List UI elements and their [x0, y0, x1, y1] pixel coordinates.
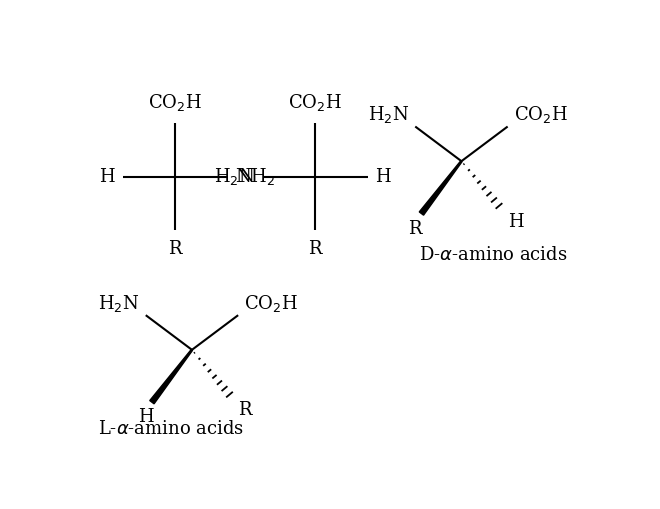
Text: H$_2$N: H$_2$N	[98, 293, 140, 314]
Text: L-$\alpha$-amino acids: L-$\alpha$-amino acids	[98, 420, 244, 438]
Text: R: R	[409, 220, 422, 238]
Text: H: H	[99, 167, 115, 186]
Text: R: R	[308, 240, 322, 258]
Text: H: H	[375, 167, 391, 186]
Text: H: H	[138, 408, 154, 427]
Text: R: R	[168, 240, 182, 258]
Text: CO$_2$H: CO$_2$H	[148, 93, 202, 114]
Text: CO$_2$H: CO$_2$H	[514, 104, 568, 125]
Polygon shape	[419, 161, 462, 215]
Text: NH$_2$: NH$_2$	[235, 166, 275, 187]
Text: R: R	[238, 402, 251, 419]
Text: D-$\alpha$-amino acids: D-$\alpha$-amino acids	[419, 246, 568, 264]
Text: H: H	[508, 213, 523, 231]
Text: CO$_2$H: CO$_2$H	[288, 93, 342, 114]
Text: H$_2$N: H$_2$N	[214, 166, 255, 187]
Text: CO$_2$H: CO$_2$H	[244, 293, 298, 314]
Polygon shape	[150, 349, 193, 404]
Text: H$_2$N: H$_2$N	[368, 104, 409, 125]
